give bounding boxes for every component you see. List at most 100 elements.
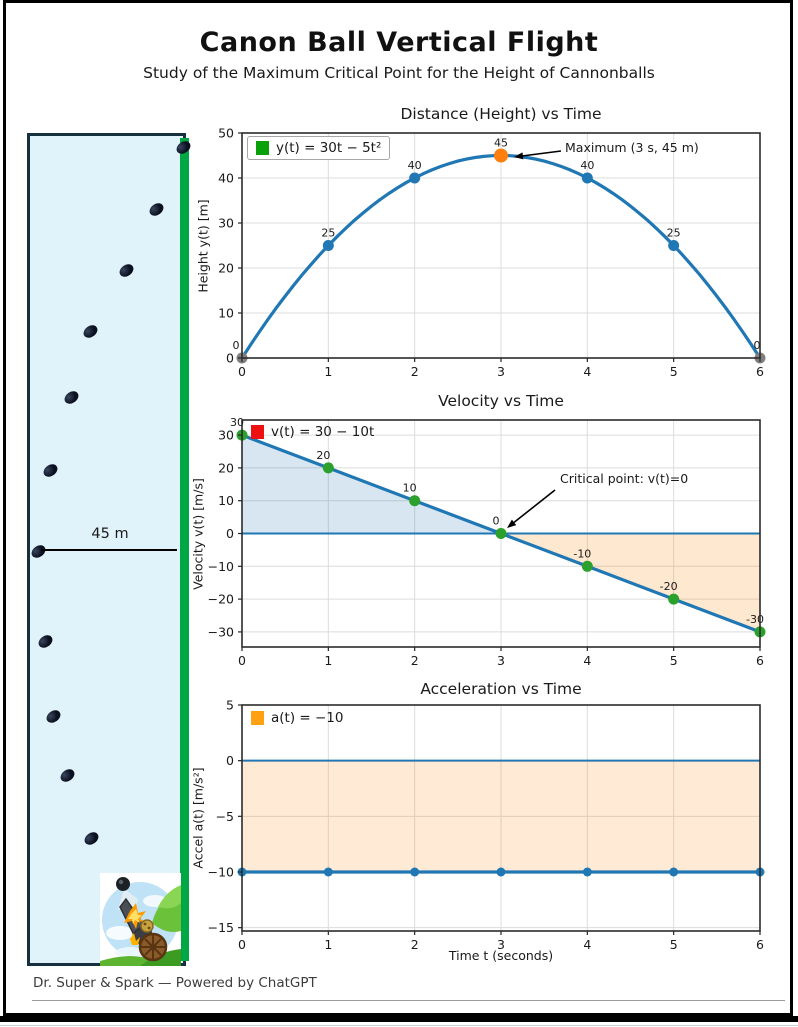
plot-frame [241, 132, 761, 359]
data-point [669, 867, 679, 877]
point-label: 30 [230, 416, 244, 429]
legend-swatch-green [256, 141, 269, 155]
data-point [410, 867, 420, 877]
chart3-title: Acceleration vs Time [420, 680, 582, 698]
cannonball-dot [82, 829, 101, 848]
legend-swatch-orange [251, 711, 264, 725]
legend-swatch-red [251, 425, 264, 439]
point-label: -20 [660, 580, 678, 593]
critical-point-annotation: Critical point: v(t)=0 [560, 471, 689, 486]
annotation-arrowhead [507, 519, 517, 528]
x-tick-label: 5 [670, 937, 678, 952]
x-tick-label: 5 [670, 653, 678, 668]
area-fill [242, 760, 760, 872]
chart1-legend-label: y(t) = 30t − 5t² [276, 140, 382, 156]
chart2-title: Velocity vs Time [438, 392, 564, 410]
cannonball-dot [117, 261, 136, 280]
x-tick-label: 1 [324, 937, 332, 952]
x-tick-label: 4 [583, 364, 591, 379]
chart2-legend: v(t) = 30 − 10t [243, 421, 382, 443]
x-tick-label: 0 [238, 364, 246, 379]
y-tick-label: −30 [208, 624, 234, 639]
x-tick-label: 1 [324, 653, 332, 668]
y-tick-label: 0 [226, 351, 234, 366]
max-height-line [41, 549, 177, 551]
y-tick-label: −5 [216, 809, 234, 824]
data-point [323, 867, 333, 877]
data-point [494, 148, 508, 163]
point-label: 25 [667, 227, 681, 240]
chart3-legend-label: a(t) = −10 [271, 710, 344, 726]
x-tick-label: 0 [238, 937, 246, 952]
cannonball-dot [62, 388, 81, 407]
chart2-y-axis-label: Velocity v(t) [m/s] [190, 478, 206, 590]
x-tick-label: 1 [324, 364, 332, 379]
plot-frame [241, 419, 761, 648]
point-label: 0 [233, 339, 240, 352]
page-border [3, 0, 793, 1016]
y-tick-label: −10 [208, 864, 234, 879]
launch-pole-stripe [180, 138, 189, 961]
footer-credit: Dr. Super & Spark — Powered by ChatGPT [33, 975, 317, 991]
bottom-hairline [0, 1025, 798, 1026]
data-point [495, 528, 507, 539]
y-tick-label: 40 [218, 171, 234, 186]
cannon-icon [100, 873, 181, 966]
x-tick-label: 6 [756, 364, 764, 379]
y-tick-label: −15 [208, 920, 234, 935]
cannonball-dot [36, 632, 55, 651]
y-tick-label: 30 [218, 428, 234, 443]
x-tick-label: 3 [497, 364, 505, 379]
annotation-arrow [522, 150, 562, 157]
point-label: -10 [573, 547, 591, 560]
cannonball-dot [44, 707, 63, 726]
y-tick-label: 20 [218, 460, 234, 475]
chart1-y-axis-label: Height y(t) [m] [195, 199, 211, 293]
cannonball-dot [58, 766, 77, 785]
data-point [409, 172, 421, 184]
y-tick-label: 0 [226, 753, 234, 768]
x-tick-label: 6 [756, 937, 764, 952]
point-label: 20 [316, 449, 330, 462]
y-tick-label: 20 [218, 261, 234, 276]
cannon-illustration [100, 873, 181, 966]
data-point [668, 240, 680, 251]
annotation-arrowhead [514, 152, 524, 160]
data-point [409, 495, 421, 507]
x-tick-label: 3 [497, 937, 505, 952]
page-subtitle: Study of the Maximum Critical Point for … [143, 64, 655, 82]
data-point [581, 560, 593, 572]
chart3-y-axis-label: Accel a(t) [m/s²] [190, 767, 206, 869]
point-label: 0 [754, 339, 761, 352]
x-tick-label: 3 [497, 653, 505, 668]
x-tick-label: 0 [238, 653, 246, 668]
x-tick-label: 4 [583, 653, 591, 668]
data-point [496, 867, 506, 877]
page-title: Canon Ball Vertical Flight [199, 27, 599, 58]
point-label: 25 [321, 227, 335, 240]
cannonball-flight-panel: 45 m [27, 133, 193, 966]
data-point [668, 593, 680, 605]
y-tick-label: 10 [218, 306, 234, 321]
data-point [322, 462, 334, 474]
data-point [582, 867, 592, 877]
cannonball-dot [147, 200, 166, 219]
y-tick-label: 30 [218, 216, 234, 231]
point-label: 10 [403, 482, 417, 495]
point-label: 0 [493, 515, 500, 528]
cannonball-dot [81, 322, 100, 341]
x-tick-label: 2 [411, 653, 419, 668]
chart3-legend: a(t) = −10 [243, 707, 351, 729]
cannonball-dot [29, 542, 48, 561]
point-label: 40 [580, 159, 594, 172]
bottom-edge-bar [0, 1016, 798, 1022]
x-tick-label: 2 [411, 364, 419, 379]
y-tick-label: −20 [208, 592, 234, 607]
x-tick-label: 5 [670, 364, 678, 379]
y-tick-label: 5 [226, 698, 234, 713]
y-tick-label: 10 [218, 493, 234, 508]
cannonball-dot [41, 461, 60, 480]
chart1-title: Distance (Height) vs Time [400, 105, 602, 123]
plot-frame [241, 704, 761, 932]
